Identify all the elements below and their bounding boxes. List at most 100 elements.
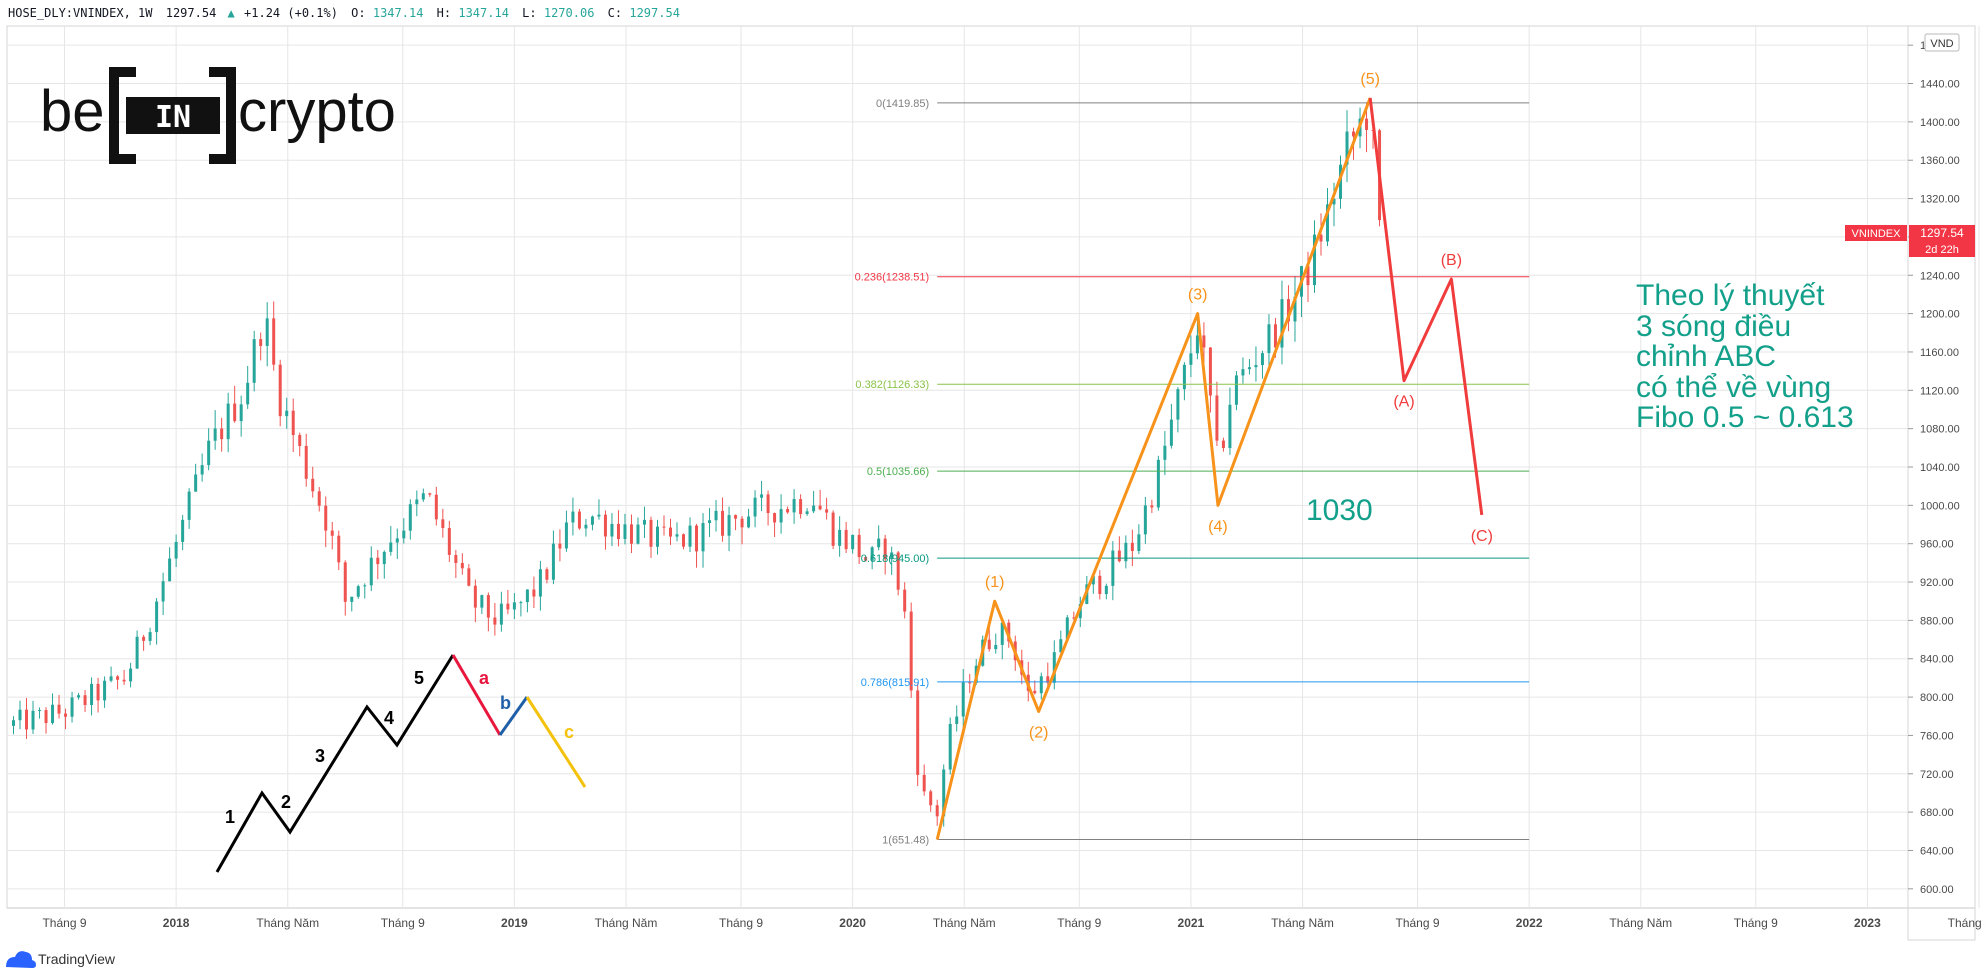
candle-body (226, 403, 230, 440)
candle-body (590, 516, 594, 525)
candle-body (935, 805, 939, 817)
price-tick-label: 1440.00 (1920, 79, 1960, 91)
fib-level-label: 0.5(1035.66) (867, 466, 929, 478)
schematic-wave-a (451, 654, 502, 736)
candle-body (747, 516, 751, 528)
candle-body (389, 542, 393, 552)
candle-body (955, 716, 959, 724)
schematic-impulse (215, 654, 455, 873)
candle-body (311, 478, 315, 492)
candle-body (584, 524, 588, 529)
candle-body (1332, 198, 1336, 205)
time-tick-label: Tháng Năm (595, 916, 658, 930)
legend-open-label: O: (351, 6, 365, 20)
candle-body (721, 510, 725, 536)
candle-body (25, 709, 29, 730)
candle-body (77, 695, 81, 698)
candle-body (291, 410, 295, 435)
candle-body (825, 509, 829, 513)
candle-body (473, 585, 477, 608)
price-tick-label: 600.00 (1920, 884, 1954, 896)
candle-body (695, 525, 699, 552)
candle-body (265, 318, 269, 346)
candle-body (363, 585, 367, 587)
candle-body (1104, 585, 1108, 595)
candle-body (558, 543, 562, 549)
candle-body (669, 527, 673, 537)
schematic-label-1: 1 (225, 807, 235, 827)
candle-body (44, 710, 48, 724)
candle-body (1286, 299, 1290, 322)
candle-body (629, 524, 633, 544)
candle-body (812, 505, 816, 512)
tradingview-brand[interactable]: TradingView (6, 951, 116, 968)
svg-text:HOSE_DLY:VNINDEX, 1W 129: HOSE_DLY:VNINDEX, 1W 1297.54 ▲ +1.24 (+0… (8, 6, 680, 20)
price-tick-label: 680.00 (1920, 807, 1954, 819)
candle-body (896, 552, 900, 590)
elliott-waves[interactable]: (1) (2) (3) (4) (5) (A) (B) (C) (935, 71, 1493, 840)
currency-badge[interactable]: VND (1924, 33, 1960, 52)
candle-body (616, 523, 620, 540)
candle-body (1280, 299, 1284, 348)
price-tick-label: 1320.00 (1920, 194, 1960, 206)
candle-body (1326, 204, 1330, 242)
candle-body (968, 682, 972, 684)
impulse-wave-line (935, 97, 1372, 840)
candle-body (864, 557, 868, 561)
candle-body (753, 497, 757, 517)
candle-body (1072, 617, 1076, 619)
candle-body (1195, 335, 1199, 354)
candle-body (740, 518, 744, 528)
candle-body (174, 541, 178, 559)
price-tick-label: 960.00 (1920, 539, 1954, 551)
candle-body (1163, 445, 1167, 460)
symbol-legend[interactable]: HOSE_DLY:VNINDEX, 1W 1297.54 ▲ +1.24 (+0… (8, 6, 680, 20)
price-tick-label: 840.00 (1920, 654, 1954, 666)
schematic-label-4: 4 (384, 708, 394, 728)
candle-body (877, 538, 881, 548)
price-tick-label: 1000.00 (1920, 500, 1960, 512)
candle-body (1182, 364, 1186, 390)
candle-body (278, 364, 282, 417)
candle-body (96, 683, 100, 701)
fib-level-label: 1(651.48) (882, 834, 929, 846)
tradingview-cloud-icon (6, 951, 36, 968)
candle-body (1156, 459, 1160, 508)
candle-body (642, 519, 646, 525)
last-price-value: 1297.54 (1920, 226, 1964, 240)
candle-body (382, 551, 386, 565)
target-label: 1030 (1306, 494, 1373, 527)
candle-body (506, 603, 510, 610)
candle-body (285, 410, 289, 417)
fibonacci-retracement[interactable]: 0(1419.85) 0.236(1238.51) 0.382(1126.33) 0.… (855, 98, 1530, 847)
time-tick-label: Tháng 9 (1396, 916, 1440, 930)
candle-body (883, 538, 887, 560)
candle-body (402, 530, 406, 539)
annotation-line-3: chỉnh ABC (1636, 340, 1776, 373)
candle-body (135, 636, 139, 669)
candle-body (259, 339, 263, 346)
schematic-wave-b (498, 696, 529, 736)
time-tick-label: 2022 (1516, 916, 1543, 930)
candle-body (161, 581, 165, 602)
schematic-label-a: a (479, 668, 490, 688)
candle-body (734, 515, 738, 519)
candle-body (519, 602, 523, 604)
price-tick-label: 1080.00 (1920, 424, 1960, 436)
candle-body (1221, 440, 1225, 449)
legend-high: 1347.14 (458, 6, 509, 20)
candle-body (1267, 324, 1271, 354)
candle-body (610, 523, 614, 537)
fib-level-label: 0.618(945.00) (861, 553, 930, 565)
candle-body (213, 428, 217, 441)
candle-body (1339, 164, 1343, 199)
candle-body (376, 557, 380, 565)
candle-body (682, 534, 686, 547)
candle-body (207, 440, 211, 466)
logo-text-in: IN (155, 100, 191, 135)
fib-level-label: 0(1419.85) (876, 98, 929, 110)
candle-body (1312, 234, 1316, 286)
candle-body (337, 535, 341, 563)
